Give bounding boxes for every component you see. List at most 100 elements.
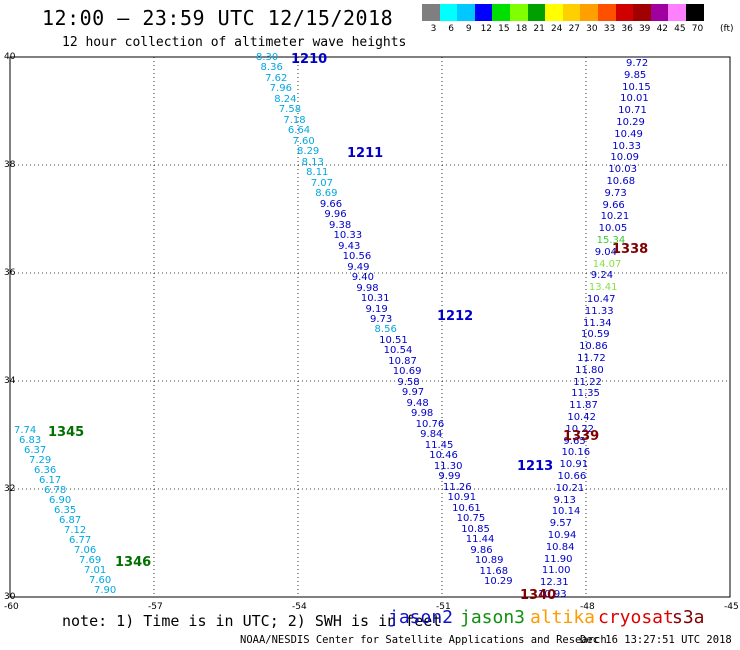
scale-tick: 18 <box>515 24 528 34</box>
swh-value: 6.83 <box>19 435 42 446</box>
swh-value: 9.38 <box>328 219 352 231</box>
lat-label: 36 <box>4 268 16 278</box>
swh-value: 10.33 <box>612 140 641 152</box>
scale-swatch <box>457 4 476 21</box>
swh-value: 9.19 <box>365 303 388 315</box>
swh-value: 10.03 <box>608 164 638 176</box>
swh-value: 10.49 <box>614 128 643 140</box>
swh-value: 10.21 <box>555 482 585 494</box>
swh-value: 9.13 <box>553 494 576 506</box>
swh-value: 10.29 <box>484 576 513 587</box>
page-subtitle: 12 hour collection of altimeter wave hei… <box>62 35 407 50</box>
swh-value: 10.15 <box>622 81 651 93</box>
scale-tick: 39 <box>638 24 651 34</box>
swh-value: 9.99 <box>438 471 461 483</box>
scale-tick: 27 <box>568 24 581 34</box>
swh-value: 11.90 <box>543 553 573 565</box>
swh-value: 7.60 <box>292 135 315 147</box>
swh-value: 10.22 <box>565 423 595 435</box>
swh-value: 9.86 <box>470 544 493 556</box>
swh-value: 10.14 <box>551 506 581 518</box>
swh-value: 9.65 <box>563 435 586 447</box>
swh-value: 11.87 <box>569 400 598 412</box>
swh-value: 11.72 <box>577 353 606 364</box>
swh-value: 13.41 <box>588 282 618 294</box>
scale-tick: 21 <box>533 24 545 34</box>
swh-value: 7.07 <box>310 177 333 189</box>
scale-swatch <box>633 4 652 21</box>
swh-value: 7.69 <box>79 555 102 566</box>
swh-value: 7.62 <box>265 72 288 84</box>
swh-value: 11.68 <box>479 565 509 577</box>
legend-jason3: jason3 <box>460 607 526 628</box>
swh-value: 11.22 <box>573 376 602 388</box>
swh-value: 7.29 <box>29 455 52 466</box>
swh-value: 10.93 <box>538 589 567 600</box>
pass-time-label: 1340 <box>520 588 557 603</box>
swh-value: 7.18 <box>283 114 306 126</box>
scale-tick: 6 <box>448 24 454 34</box>
legend-cryosat: cryosat <box>598 607 674 628</box>
map-frame <box>9 56 731 598</box>
swh-value: 10.54 <box>383 345 413 357</box>
legend-s3a: s3a <box>672 607 705 628</box>
swh-value: 9.85 <box>624 69 647 81</box>
footer-timestamp: Dec 16 13:27:51 UTC 2018 <box>580 634 732 646</box>
swh-value: 10.91 <box>559 459 589 471</box>
swh-value: 9.72 <box>626 58 649 69</box>
swh-value: 10.91 <box>447 492 477 504</box>
swh-value: 9.40 <box>351 272 375 284</box>
swh-value: 9.84 <box>420 429 443 441</box>
swh-value: 10.47 <box>586 294 616 305</box>
swh-value: 9.98 <box>356 282 379 294</box>
scale-swatch <box>510 4 529 21</box>
swh-value: 10.84 <box>545 541 575 553</box>
scale-swatch <box>668 4 687 21</box>
swh-value: 11.26 <box>442 481 472 493</box>
swh-value: 10.68 <box>606 176 636 187</box>
swh-value: 11.33 <box>584 305 614 317</box>
scale-tick: 42 <box>656 24 669 34</box>
scale-tick: 36 <box>621 24 633 34</box>
legend-jason2: jason2 <box>388 607 454 628</box>
scale-tick: 3 <box>430 24 437 34</box>
swh-value: 10.89 <box>474 555 504 567</box>
pass-time-label: 1346 <box>115 555 152 570</box>
swh-value: 9.96 <box>324 209 347 221</box>
swh-value: 6.77 <box>69 535 92 546</box>
scale-tick: 9 <box>465 24 472 34</box>
note-text: note: 1) Time is in UTC; 2) SWH is in fe… <box>62 612 442 630</box>
swh-value: 8.36 <box>260 62 283 74</box>
swh-value: 10.69 <box>392 366 422 378</box>
pass-time-label: 1339 <box>563 429 600 444</box>
swh-value: 10.66 <box>557 471 587 482</box>
swh-value: 8.13 <box>301 156 324 168</box>
swh-value: 10.51 <box>379 334 408 346</box>
swh-value: 8.29 <box>297 146 320 158</box>
lon-label: -57 <box>148 602 163 612</box>
swh-value: 9.73 <box>604 187 627 199</box>
swh-value: 10.76 <box>415 418 445 430</box>
scale-swatch <box>545 4 564 21</box>
lon-label: -60 <box>4 602 19 612</box>
swh-value: 10.86 <box>579 341 608 353</box>
swh-value: 7.58 <box>278 104 302 116</box>
swh-value: 8.24 <box>274 93 297 105</box>
scale-tick: 30 <box>586 24 598 34</box>
swh-value: 6.17 <box>39 475 62 486</box>
swh-value: 10.05 <box>598 223 628 235</box>
swh-value: 11.45 <box>424 439 454 451</box>
lon-label: -54 <box>292 602 307 612</box>
swh-value: 11.80 <box>575 364 604 376</box>
scale-tick: 45 <box>674 24 686 34</box>
swh-value: 9.58 <box>397 376 420 388</box>
swh-value: 9.57 <box>549 518 572 530</box>
swh-value: 6.78 <box>44 485 67 496</box>
page-title: 12:00 – 23:59 UTC 12/15/2018 <box>42 6 394 30</box>
scale-swatch <box>580 4 599 21</box>
swh-value: 9.48 <box>406 397 429 409</box>
swh-value: 9.04 <box>594 246 617 258</box>
swh-value: 11.44 <box>465 534 495 546</box>
